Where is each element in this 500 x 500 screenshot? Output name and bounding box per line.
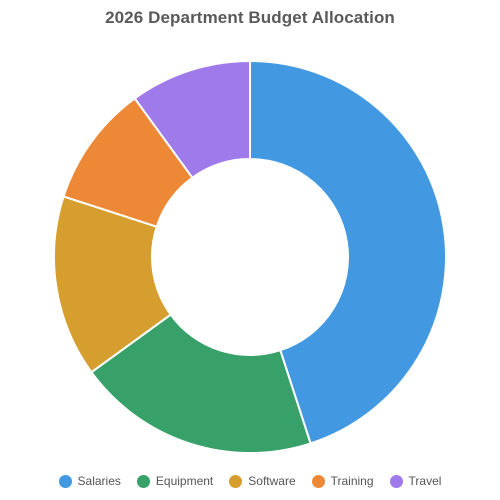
legend-swatch bbox=[311, 474, 325, 488]
chart-title: 2026 Department Budget Allocation bbox=[105, 8, 395, 27]
legend-label: Software bbox=[248, 474, 296, 488]
legend-swatch bbox=[229, 474, 243, 488]
slice-travel[interactable] bbox=[133, 59, 251, 180]
chart-legend: Salaries Equipment Software Training Travel bbox=[0, 474, 500, 488]
slice-salaries[interactable] bbox=[249, 59, 447, 445]
legend-item-travel[interactable]: Travel bbox=[389, 474, 442, 488]
slice-equipment[interactable] bbox=[90, 313, 312, 454]
legend-swatch bbox=[136, 474, 150, 488]
legend-label: Training bbox=[330, 474, 374, 488]
legend-item-software[interactable]: Software bbox=[229, 474, 296, 488]
legend-label: Salaries bbox=[77, 474, 121, 488]
legend-item-equipment[interactable]: Equipment bbox=[136, 474, 214, 488]
legend-swatch bbox=[58, 474, 72, 488]
legend-swatch bbox=[389, 474, 403, 488]
legend-item-salaries[interactable]: Salaries bbox=[58, 474, 121, 488]
legend-item-training[interactable]: Training bbox=[311, 474, 374, 488]
legend-label: Equipment bbox=[155, 474, 214, 488]
legend-label: Travel bbox=[408, 474, 442, 488]
